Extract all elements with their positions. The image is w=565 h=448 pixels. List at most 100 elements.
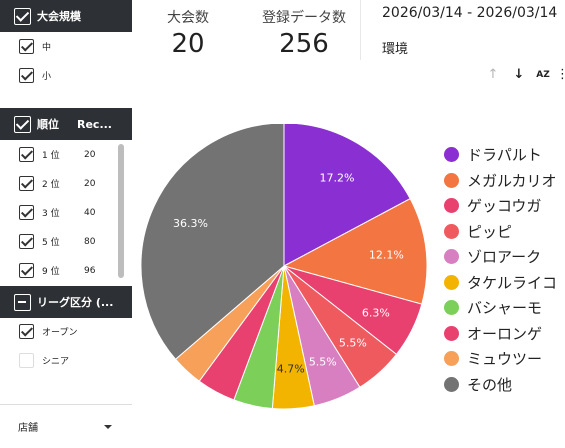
option-label: 3 位 [42, 209, 60, 219]
legend-item[interactable]: その他 [444, 372, 557, 398]
checkbox[interactable] [19, 39, 34, 54]
legend-item[interactable]: バシャーモ [444, 295, 557, 321]
filter-header-label: 大会規模 [37, 10, 81, 23]
pie-slice-label: 12.1% [369, 249, 404, 262]
filter-header-label: 順位 [37, 118, 59, 131]
pie-slice[interactable] [283, 124, 411, 267]
filter-header-rank[interactable]: 順位 Rec... [0, 108, 132, 140]
checkbox[interactable] [19, 234, 34, 249]
pie-slice-label: 5.5% [339, 337, 367, 350]
legend-swatch [444, 147, 459, 163]
date-range-control[interactable]: 2026/03/14 - 2026/03/14 [382, 5, 558, 21]
record-count: 80 [84, 236, 96, 247]
record-count: 20 [84, 178, 96, 189]
legend-label: ドラパルト [467, 146, 542, 165]
legend-item[interactable]: ゾロアーク [444, 244, 557, 270]
option-label: 9 位 [42, 267, 60, 277]
legend-label: オーロンゲ [467, 324, 543, 343]
legend-label: ゲッコウガ [467, 197, 542, 216]
option-label: シニア [42, 357, 70, 367]
select-all-checkbox[interactable] [14, 293, 31, 311]
legend-label: ミュウツー [467, 350, 543, 369]
pie-slice-label: 6.3% [362, 306, 390, 319]
legend-label: タケルライコ [467, 273, 558, 292]
filter-header-label: リーグ区分 (... [37, 296, 114, 309]
filter-option-senior[interactable]: シニア [0, 346, 132, 375]
legend-item[interactable]: ミュウツー [444, 346, 557, 372]
kpi-label: 大会数 [167, 10, 209, 26]
select-all-checkbox[interactable] [14, 115, 31, 133]
checkbox[interactable] [19, 263, 34, 278]
record-count: 20 [84, 149, 96, 160]
pie-slice[interactable] [140, 124, 285, 360]
legend-label: ピッピ [467, 222, 513, 241]
legend-label: バシャーモ [467, 299, 543, 318]
select-all-checkbox[interactable] [14, 7, 31, 25]
environment-label: 環境 [382, 42, 409, 57]
filter-option-open[interactable]: オープン [0, 317, 132, 346]
store-dropdown[interactable]: 店舗 [0, 404, 132, 448]
legend-swatch [444, 351, 459, 367]
pie-slice[interactable] [282, 198, 428, 305]
pie-chart: 17.2% 12.1% 6.3% 5.5%5.5% 4.7% 36.3% [140, 124, 428, 410]
option-label: 2 位 [42, 180, 60, 190]
option-label: 1 位 [42, 151, 60, 161]
chevron-down-icon [104, 425, 112, 429]
option-label: 小 [42, 72, 52, 82]
scrollbar[interactable] [118, 144, 124, 278]
pie-slice-label: 36.3% [173, 217, 208, 230]
filter-option-rank[interactable]: 3 位 40 [0, 198, 132, 227]
filter-header-scale[interactable]: 大会規模 [0, 0, 132, 32]
legend-label: ゾロアーク [467, 248, 542, 267]
checkbox[interactable] [19, 68, 34, 83]
option-label: 中 [42, 43, 52, 53]
record-count-column-header[interactable]: Rec... [77, 117, 112, 131]
pie-slice-label: 4.7% [277, 363, 305, 376]
legend-item[interactable]: メガルカリオ [444, 168, 557, 194]
checkbox[interactable] [19, 205, 34, 220]
filter-panel: 大会規模 中 小 順位 Rec... 1 位 20 2 位 20 3 位 40 … [0, 0, 132, 448]
legend-swatch [444, 300, 459, 316]
legend-item[interactable]: ドラパルト [444, 142, 557, 168]
pie-slice-label: 17.2% [319, 172, 354, 185]
filter-header-league[interactable]: リーグ区分 (... [0, 286, 132, 318]
option-label: 5 位 [42, 238, 60, 248]
sort-ascending-icon[interactable]: ↑ [487, 67, 499, 82]
checkbox[interactable] [19, 176, 34, 191]
legend-swatch [444, 274, 459, 290]
store-dropdown-label: 店舗 [18, 423, 38, 434]
legend-swatch [444, 376, 459, 392]
sort-az-icon[interactable]: AZ [536, 70, 550, 80]
checkbox[interactable] [19, 324, 34, 339]
sort-descending-icon[interactable]: ↓ [513, 67, 525, 82]
filter-option-rank[interactable]: 2 位 20 [0, 169, 132, 198]
more-vertical-icon[interactable]: ⋮ [556, 67, 565, 82]
filter-option-small[interactable]: 小 [0, 61, 132, 90]
legend-item[interactable]: ピッピ [444, 219, 557, 245]
kpi-label: 登録データ数 [262, 10, 346, 26]
legend-item[interactable]: タケルライコ [444, 270, 557, 296]
legend-swatch [444, 325, 459, 341]
chart-legend: ドラパルトメガルカリオ ゲッコウガピッピゾロアークタケルライコ バシャーモオーロンゲ… [444, 142, 557, 397]
checkbox[interactable] [19, 353, 34, 368]
legend-item[interactable]: オーロンゲ [444, 321, 557, 347]
legend-label: メガルカリオ [467, 171, 557, 190]
kpi-tournament-count: 大会数 20 [148, 0, 228, 59]
legend-swatch [444, 223, 459, 239]
checkbox[interactable] [19, 147, 34, 162]
kpi-value: 20 [171, 29, 205, 59]
option-label: オープン [42, 328, 78, 338]
legend-swatch [444, 249, 459, 265]
kpi-registered-data-count: 登録データ数 256 [252, 0, 356, 59]
legend-item[interactable]: ゲッコウガ [444, 193, 557, 219]
filter-option-rank[interactable]: 1 位 20 [0, 140, 132, 169]
kpi-value: 256 [279, 29, 329, 59]
legend-label: その他 [467, 375, 513, 394]
filter-option-medium[interactable]: 中 [0, 32, 132, 61]
filter-option-rank[interactable]: 9 位 96 [0, 256, 132, 285]
record-count: 40 [84, 207, 96, 218]
pie-slice-label: 5.5% [309, 355, 337, 368]
divider [360, 0, 361, 60]
filter-option-rank[interactable]: 5 位 80 [0, 227, 132, 256]
legend-swatch [444, 172, 459, 188]
